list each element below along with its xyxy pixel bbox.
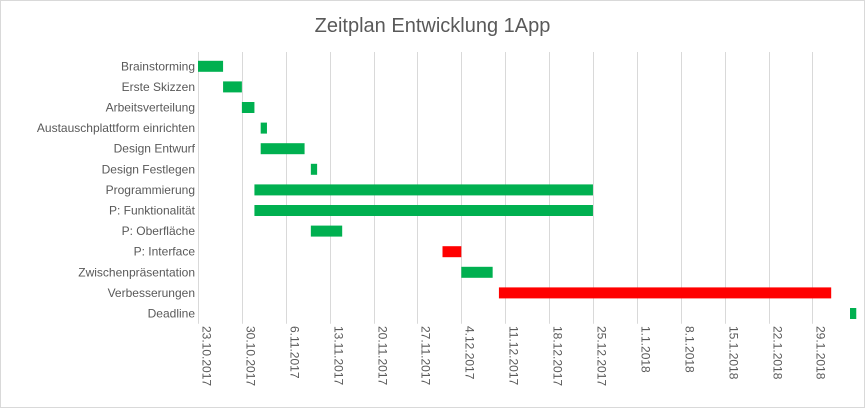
x-tick-label: 8.1.2018 — [683, 326, 697, 373]
task-bar — [498, 287, 832, 299]
category-label: Brainstorming — [121, 59, 195, 73]
task-bar — [461, 266, 493, 278]
x-tick-label: 20.11.2017 — [376, 326, 390, 385]
x-tick-label: 4.12.2017 — [463, 326, 477, 380]
category-label: P: Interface — [134, 245, 196, 259]
task-bar — [850, 308, 857, 319]
x-tick-label: 25.12.2017 — [595, 326, 609, 386]
x-tick-label: 29.1.2018 — [814, 326, 828, 380]
task-bar — [260, 143, 305, 155]
task-bar — [254, 184, 593, 196]
category-label: P: Funktionalität — [109, 204, 196, 218]
category-label: Design Entwurf — [114, 142, 196, 156]
x-tick-label: 15.1.2018 — [727, 326, 741, 380]
chart-title: Zeitplan Entwicklung 1App — [314, 15, 551, 37]
category-label: Austauschplattform einrichten — [37, 121, 195, 135]
category-label: Erste Skizzen — [122, 80, 195, 94]
x-tick-label: 11.12.2017 — [507, 326, 521, 385]
task-bar — [241, 102, 255, 113]
task-bar — [198, 60, 224, 72]
x-tick-label: 23.10.2017 — [200, 326, 214, 386]
x-tick-label: 27.11.2017 — [419, 326, 433, 385]
task-bar — [310, 225, 343, 237]
task-bar — [223, 81, 242, 93]
task-bar — [310, 163, 318, 175]
category-label: P: Oberfläche — [122, 224, 196, 238]
x-tick-label: 6.11.2017 — [288, 326, 302, 379]
category-label: Design Festlegen — [102, 162, 195, 176]
x-tick-label: 1.1.2018 — [639, 326, 653, 373]
task-bar — [254, 205, 593, 216]
category-label: Arbeitsverteilung — [106, 101, 195, 115]
category-label: Programmierung — [106, 183, 195, 197]
category-label: Deadline — [148, 307, 196, 321]
x-tick-label: 18.12.2017 — [551, 326, 565, 386]
x-tick-label: 30.10.2017 — [244, 326, 258, 386]
category-label: Zwischenpräsentation — [78, 265, 195, 279]
x-tick-label: 22.1.2018 — [771, 326, 785, 380]
task-bar — [260, 122, 267, 134]
x-tick-label: 13.11.2017 — [332, 326, 346, 385]
category-label: Verbesserungen — [108, 286, 195, 300]
task-bar — [442, 246, 462, 258]
